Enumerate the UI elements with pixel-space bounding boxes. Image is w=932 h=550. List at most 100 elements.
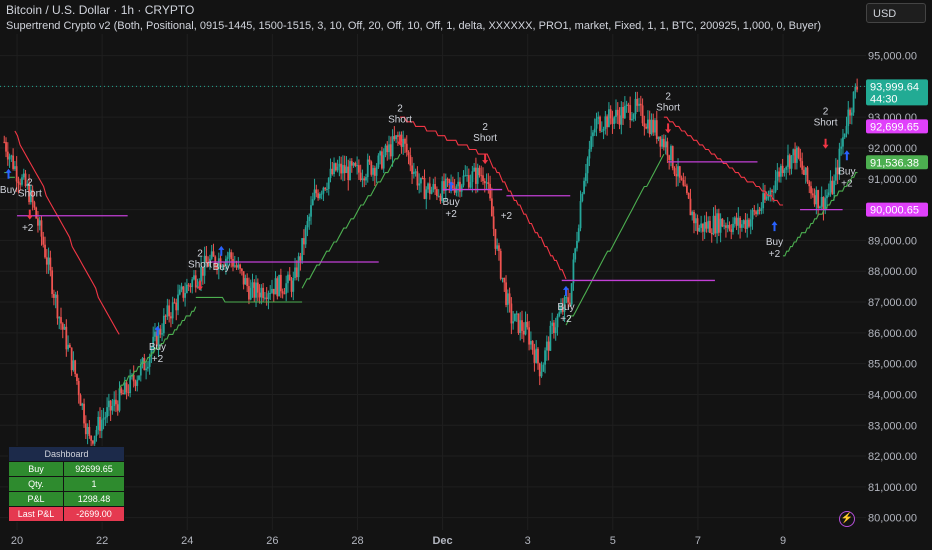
candle-body (349, 161, 351, 181)
candle-body (295, 267, 298, 278)
candle-body (542, 364, 545, 372)
candle-body (661, 138, 663, 147)
candle-body (260, 287, 263, 298)
candle-body (716, 213, 718, 234)
candle-body (693, 211, 695, 224)
candle-body (489, 184, 491, 199)
y-tick-label: 81,000.00 (868, 482, 917, 494)
candle-body (588, 149, 591, 159)
candle-body (56, 294, 59, 319)
indicator-legend[interactable]: Supertrend Crypto v2 (Both, Positional, … (6, 20, 822, 32)
candle-body (28, 184, 30, 203)
candle-body (524, 321, 527, 335)
candle-body (74, 360, 77, 375)
candle-body (138, 375, 140, 380)
candle-body (799, 157, 802, 162)
x-tick-label: 28 (351, 535, 363, 547)
candle-body (739, 217, 742, 228)
y-tick-label: 91,000.00 (868, 174, 917, 186)
candle-body (680, 177, 683, 180)
candle-body (567, 297, 570, 303)
supertrend-line (565, 153, 665, 326)
price-badge-bg (866, 155, 928, 170)
candle-body (322, 187, 325, 194)
trade-signal: Buy (0, 168, 17, 196)
candle-body (274, 278, 277, 295)
candle-body (600, 130, 603, 132)
candle-body (299, 256, 302, 261)
candle-body (223, 265, 226, 267)
candle-body (416, 171, 419, 186)
candle-body (737, 217, 740, 226)
candle-body (430, 189, 433, 194)
candle-body (632, 114, 635, 119)
candle-body (232, 259, 234, 267)
candle-body (248, 286, 250, 300)
candle-body (787, 155, 789, 167)
y-tick-label: 85,000.00 (868, 359, 917, 371)
candle-body (10, 155, 13, 157)
candle-body (815, 190, 818, 205)
candle-body (161, 333, 163, 335)
candle-body (356, 165, 359, 167)
candle-body (694, 218, 697, 224)
lightning-icon[interactable]: ⚡ (839, 511, 855, 527)
candle-body (338, 163, 341, 167)
price-badge-bg (866, 119, 928, 134)
candle-body (636, 98, 639, 106)
candle-body (657, 136, 660, 140)
candle-body (143, 358, 146, 371)
candle-body (418, 183, 421, 186)
candle-body (519, 320, 522, 334)
candle-body (510, 303, 513, 324)
candle-body (631, 118, 633, 121)
candle-body (214, 256, 217, 266)
candle-body (47, 257, 50, 265)
candle-body (808, 181, 811, 187)
candle-body (645, 126, 648, 129)
candle-body (682, 179, 685, 186)
candle-body (547, 341, 550, 351)
candle-body (336, 166, 339, 171)
candle-body (804, 167, 807, 175)
candle-body (269, 292, 272, 294)
candle-body (411, 165, 413, 174)
dashboard-label: Qty. (8, 476, 64, 492)
candle-body (758, 209, 761, 211)
candle-body (545, 341, 548, 351)
candle-body (329, 168, 332, 178)
candle-body (173, 302, 176, 304)
candle-body (86, 426, 89, 435)
candle-body (258, 292, 261, 298)
signal-count: 2 (27, 178, 33, 189)
candle-body (201, 266, 204, 276)
y-tick-label: 83,000.00 (868, 420, 917, 432)
candle-body (705, 222, 708, 229)
candle-body (482, 175, 484, 182)
candle-body (774, 180, 777, 192)
candle-body (265, 297, 268, 299)
candle-body (522, 330, 525, 335)
buy-arrow-icon (154, 325, 161, 336)
candle-body (772, 191, 775, 193)
currency-button[interactable]: USD (866, 3, 926, 23)
price-badge-value: 91,536.38 (870, 157, 919, 169)
x-tick-label: 5 (610, 535, 616, 547)
short-arrow-icon (665, 123, 672, 134)
candle-body (391, 136, 394, 157)
candle-body (615, 109, 617, 117)
candle-body (717, 213, 720, 233)
candle-body (54, 294, 57, 298)
candle-body (3, 141, 6, 143)
candle-body (576, 240, 578, 249)
candle-body (60, 317, 62, 324)
candle-body (512, 321, 515, 324)
candle-body (448, 179, 451, 184)
candle-body (613, 116, 616, 124)
candle-body (437, 195, 440, 197)
candle-body (687, 193, 690, 199)
candle-body (675, 174, 678, 177)
